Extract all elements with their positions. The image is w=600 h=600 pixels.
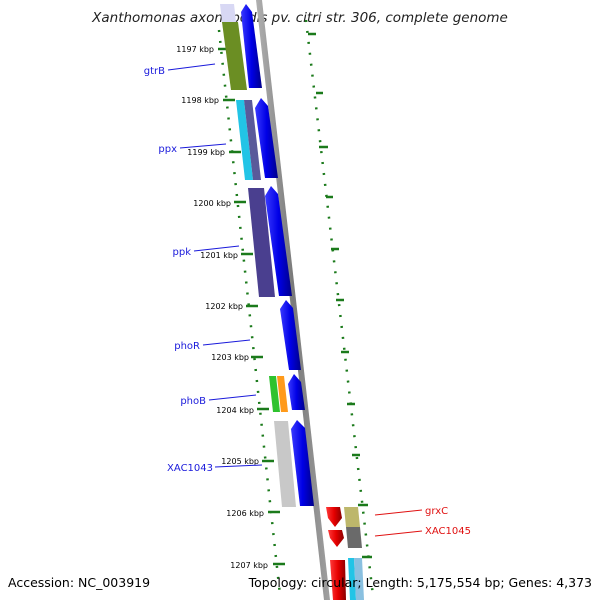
tick-1201: 1201 kbp xyxy=(200,251,253,260)
cog-block-grxC xyxy=(344,507,360,527)
gene-arrow-grxC xyxy=(326,507,342,527)
tick-1198: 1198 kbp xyxy=(181,96,235,105)
reverse-genes xyxy=(326,507,346,600)
svg-text:gtrB: gtrB xyxy=(144,66,165,77)
tick-1204: 1204 kbp xyxy=(216,406,269,415)
gene-labels: gtrB ppx ppk phoR phoB XAC1043 grxC XAC xyxy=(144,63,471,537)
gene-arrow-ppk xyxy=(265,186,292,296)
svg-text:XAC1043: XAC1043 xyxy=(167,463,213,474)
right-ring-ticks xyxy=(308,32,372,559)
svg-text:grxC: grxC xyxy=(425,506,448,517)
gene-label-XAC1043[interactable]: XAC1043 xyxy=(167,463,263,474)
tick-1199: 1199 kbp xyxy=(187,148,241,157)
gene-label-ppk[interactable]: ppk xyxy=(173,245,240,258)
cog-block-bottom-a xyxy=(348,558,356,600)
gene-label-gtrB[interactable]: gtrB xyxy=(144,63,216,77)
svg-text:1197 kbp: 1197 kbp xyxy=(176,45,214,54)
gene-label-ppx[interactable]: ppx xyxy=(158,143,227,155)
svg-text:phoR: phoR xyxy=(174,341,200,352)
cog-block-XAC1043 xyxy=(274,421,296,507)
genome-summary-text: Topology: circular; Length: 5,175,554 bp… xyxy=(248,575,592,590)
forward-genes xyxy=(241,4,314,506)
tick-1203: 1203 kbp xyxy=(211,353,263,362)
gene-arrow-XAC1045 xyxy=(328,530,344,547)
svg-text:1202 kbp: 1202 kbp xyxy=(205,302,243,311)
gene-label-XAC1045[interactable]: XAC1045 xyxy=(374,526,471,537)
svg-text:1204 kbp: 1204 kbp xyxy=(216,406,254,415)
map-title: Xanthomonas axonopodis pv. citri str. 30… xyxy=(92,10,508,26)
cog-block-phoB-a xyxy=(269,376,280,412)
cog-block-gtrB xyxy=(222,22,247,90)
svg-text:1206 kbp: 1206 kbp xyxy=(226,509,264,518)
tick-1206: 1206 kbp xyxy=(226,509,280,518)
gene-arrow-phoB xyxy=(288,374,305,410)
tick-1207: 1207 kbp xyxy=(230,561,285,570)
cog-block-ppk xyxy=(248,188,275,297)
gene-label-phoB[interactable]: phoB xyxy=(180,394,257,407)
svg-text:phoB: phoB xyxy=(180,396,206,407)
outer-ring-left xyxy=(217,29,282,596)
accession-text: Accession: NC_003919 xyxy=(8,575,151,590)
gene-arrow-bottom xyxy=(330,560,346,600)
tick-1202: 1202 kbp xyxy=(205,302,258,311)
svg-text:1198 kbp: 1198 kbp xyxy=(181,96,219,105)
gene-arrow-gtrB xyxy=(241,4,262,88)
svg-text:1207 kbp: 1207 kbp xyxy=(230,561,268,570)
cog-block-gtrB-top xyxy=(220,4,236,22)
svg-text:1203 kbp: 1203 kbp xyxy=(211,353,249,362)
cog-block-ppx-b xyxy=(244,100,261,180)
tick-1200: 1200 kbp xyxy=(193,199,246,208)
gene-label-phoR[interactable]: phoR xyxy=(174,339,251,352)
cog-track xyxy=(220,4,364,600)
cog-block-ppx-a xyxy=(236,100,253,180)
svg-text:1200 kbp: 1200 kbp xyxy=(193,199,231,208)
gene-label-grxC[interactable]: grxC xyxy=(374,506,448,517)
svg-text:ppx: ppx xyxy=(158,144,177,155)
svg-text:XAC1045: XAC1045 xyxy=(425,526,471,537)
cog-block-phoB-b xyxy=(277,376,288,412)
tick-1205: 1205 kbp xyxy=(221,457,274,466)
svg-text:ppk: ppk xyxy=(173,247,192,258)
svg-text:1201 kbp: 1201 kbp xyxy=(200,251,238,260)
svg-text:1205 kbp: 1205 kbp xyxy=(221,457,259,466)
gene-arrow-ppx xyxy=(255,98,278,178)
genome-backbone xyxy=(256,0,330,600)
cog-block-bottom-b xyxy=(354,558,364,600)
cog-block-XAC1045 xyxy=(346,527,362,548)
gene-arrow-phoR xyxy=(280,300,301,370)
svg-text:1199 kbp: 1199 kbp xyxy=(187,148,225,157)
gene-arrow-XAC1043 xyxy=(291,420,314,506)
